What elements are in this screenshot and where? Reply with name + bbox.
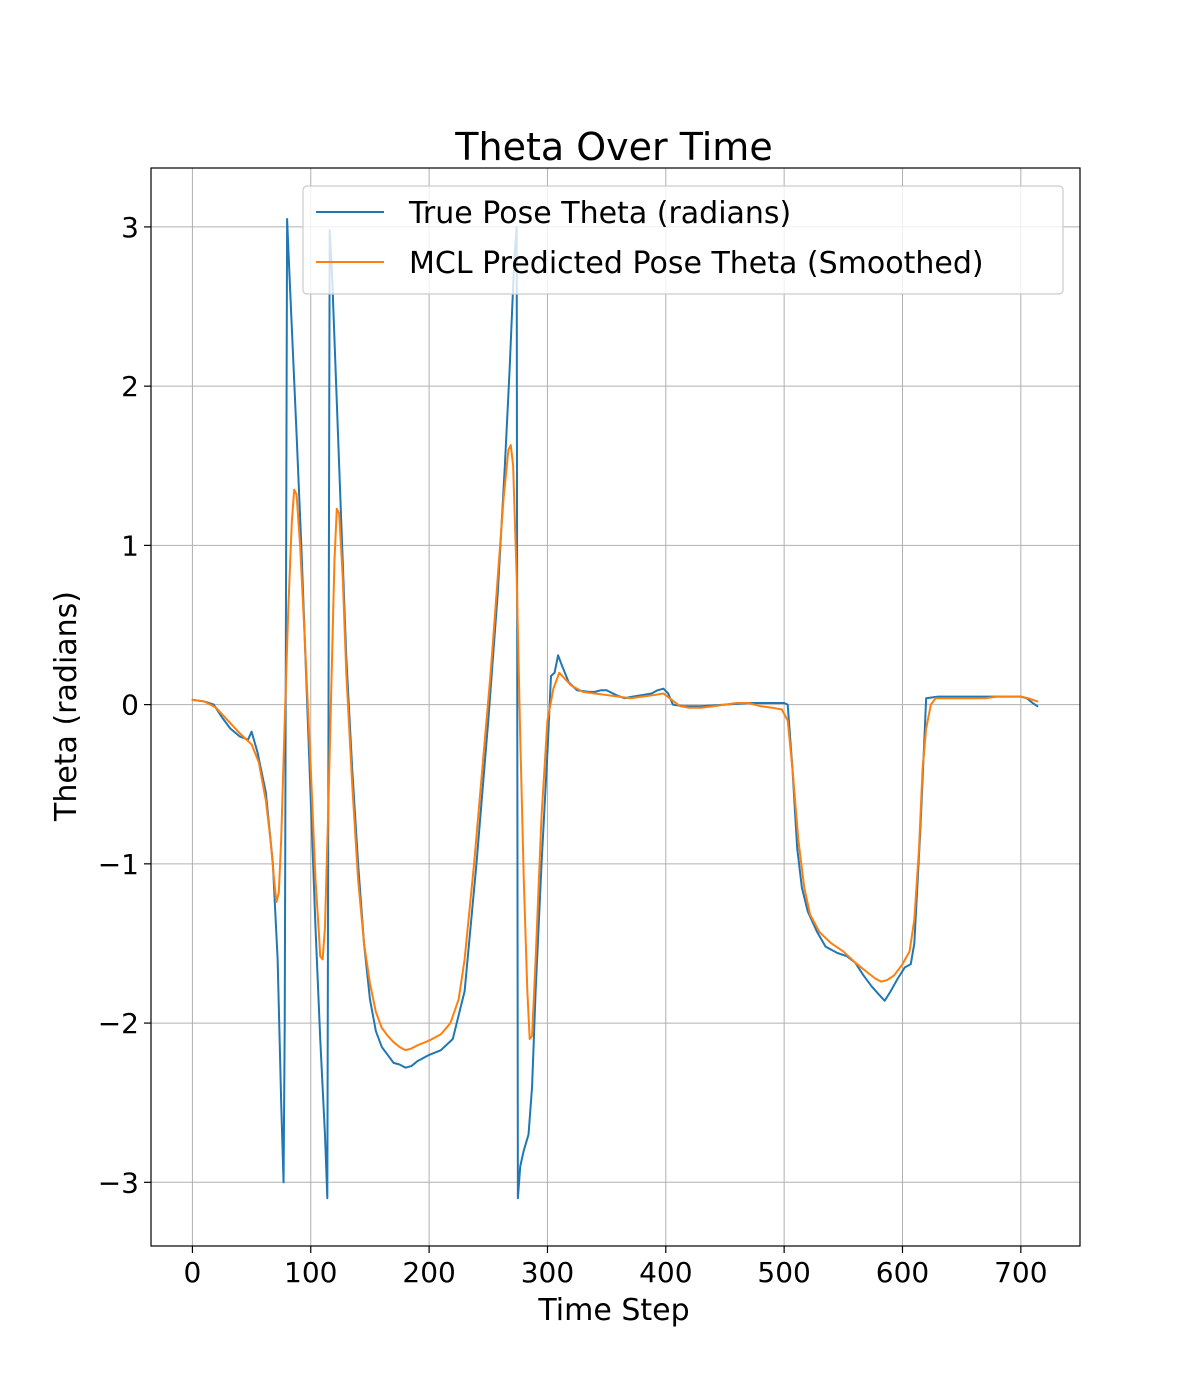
plot-frame <box>150 167 1081 1247</box>
series-line-true-pose <box>191 217 1039 1200</box>
x-tick-label: 500 <box>757 1256 810 1289</box>
x-tick-label: 400 <box>639 1256 692 1289</box>
y-axis-title: Theta (radians) <box>49 591 84 822</box>
y-tick-label: 1 <box>121 529 139 562</box>
series-line-mcl-predicted <box>191 444 1039 1052</box>
x-tick-label: 0 <box>184 1256 202 1289</box>
chart-title: Theta Over Time <box>454 125 772 169</box>
y-tick-label: −3 <box>98 1166 139 1199</box>
x-tick-label: 700 <box>994 1256 1047 1289</box>
x-tick-label: 300 <box>521 1256 574 1289</box>
ticks: 0 100 200 300 400 500 600 700 −3 −2 −1 0 1 2 3 <box>98 211 1048 1289</box>
legend: True Pose Theta (radians) MCL Predicted … <box>302 185 1064 295</box>
y-tick-label: −1 <box>98 848 139 881</box>
x-tick-label: 100 <box>284 1256 337 1289</box>
y-tick-label: 3 <box>121 211 139 244</box>
x-tick-label: 200 <box>402 1256 455 1289</box>
y-tick-label: −2 <box>98 1007 139 1040</box>
legend-label-true: True Pose Theta (radians) <box>408 196 791 231</box>
x-tick-label: 600 <box>876 1256 929 1289</box>
y-tick-label: 0 <box>121 689 139 722</box>
legend-label-mcl: MCL Predicted Pose Theta (Smoothed) <box>409 246 984 281</box>
y-tick-label: 2 <box>121 370 139 403</box>
series-layer <box>191 217 1039 1200</box>
x-axis-title: Time Step <box>537 1293 689 1328</box>
legend-box <box>302 185 1064 295</box>
